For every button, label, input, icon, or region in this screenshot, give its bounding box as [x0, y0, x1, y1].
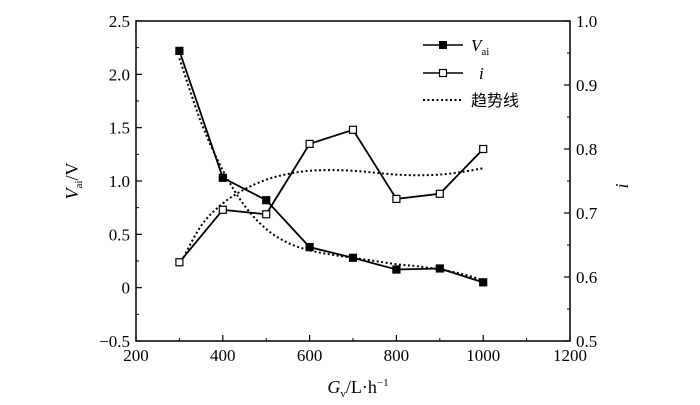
y-left-tick-label: 2.0	[109, 65, 130, 84]
legend-label-i: i	[479, 64, 484, 83]
series-group	[175, 46, 488, 287]
x-tick-label: 800	[384, 346, 410, 365]
legend-label-trend: 趋势线	[471, 91, 519, 110]
y-axis-right-title: i	[612, 183, 632, 188]
series-line-i	[178, 128, 484, 263]
y-axis-left-title-main: V	[62, 186, 82, 199]
y-right-tick-label: 0.7	[576, 204, 598, 223]
x-tick-label: 200	[123, 346, 149, 365]
y-left-tick-label: 2.5	[109, 12, 130, 31]
y-left-tick-label: 1.5	[109, 119, 130, 138]
data-point-i	[479, 144, 488, 154]
y-left-tick-label: 0.5	[109, 225, 130, 244]
legend-marker-i	[438, 68, 448, 78]
axis-ticks-group: 200 400 600 800 1000 1200 −0.5 0 0.5 1.0 1.5 2.0 2.5…	[99, 12, 598, 365]
trendline-vai	[178, 58, 484, 282]
data-point-vai	[435, 264, 444, 273]
legend-label-vai: Vai	[471, 36, 489, 58]
trendline-i	[178, 167, 484, 266]
data-point-i	[435, 189, 444, 198]
legend-marker-vai	[439, 41, 447, 49]
y-right-tick-label: 0.5	[576, 332, 597, 351]
data-point-i	[392, 194, 401, 204]
y-axis-left-title: Vai/V	[62, 163, 85, 200]
y-axis-left-title-unit: /V	[62, 163, 82, 181]
x-tick-label: 600	[297, 346, 323, 365]
y-left-tick-label: −0.5	[99, 332, 130, 351]
legend-label-vai-sub: ai	[481, 46, 489, 58]
data-point-i	[218, 205, 227, 214]
legend: Vai i 趋势线	[423, 36, 519, 110]
x-tick-label: 1200	[553, 346, 587, 365]
data-point-vai	[479, 278, 488, 287]
data-point-vai	[262, 196, 271, 205]
data-point-vai	[218, 173, 227, 182]
data-point-vai	[305, 243, 314, 252]
data-point-i	[262, 210, 271, 219]
y-axis-left-title-sub: ai	[73, 181, 85, 189]
y-left-tick-label: 1.0	[109, 172, 130, 191]
data-point-i	[175, 258, 184, 267]
x-axis-title-sub: v	[340, 388, 346, 400]
x-axis-title-main: G	[327, 377, 340, 397]
data-point-vai	[392, 265, 401, 274]
x-tick-label: 1000	[466, 346, 500, 365]
series-line-vai	[178, 50, 484, 284]
data-point-vai	[348, 253, 358, 262]
data-point-i	[348, 125, 358, 134]
y-right-tick-label: 0.6	[576, 268, 597, 287]
data-point-i	[305, 139, 314, 148]
y-right-tick-label: 0.8	[576, 140, 597, 159]
trendlines-group	[178, 58, 484, 282]
data-point-vai	[175, 46, 184, 55]
x-axis-title-sup: −1	[377, 377, 389, 389]
x-axis-title: Gv/L·h−1	[327, 377, 388, 400]
y-left-tick-label: 0	[122, 279, 131, 298]
plot-area-frame	[135, 20, 571, 342]
legend-label-vai-main: V	[471, 36, 484, 55]
x-axis-title-unit: /L·h	[346, 377, 377, 397]
y-right-tick-label: 1.0	[576, 12, 597, 31]
y-right-tick-label: 0.9	[576, 76, 597, 95]
x-tick-label: 400	[210, 346, 236, 365]
